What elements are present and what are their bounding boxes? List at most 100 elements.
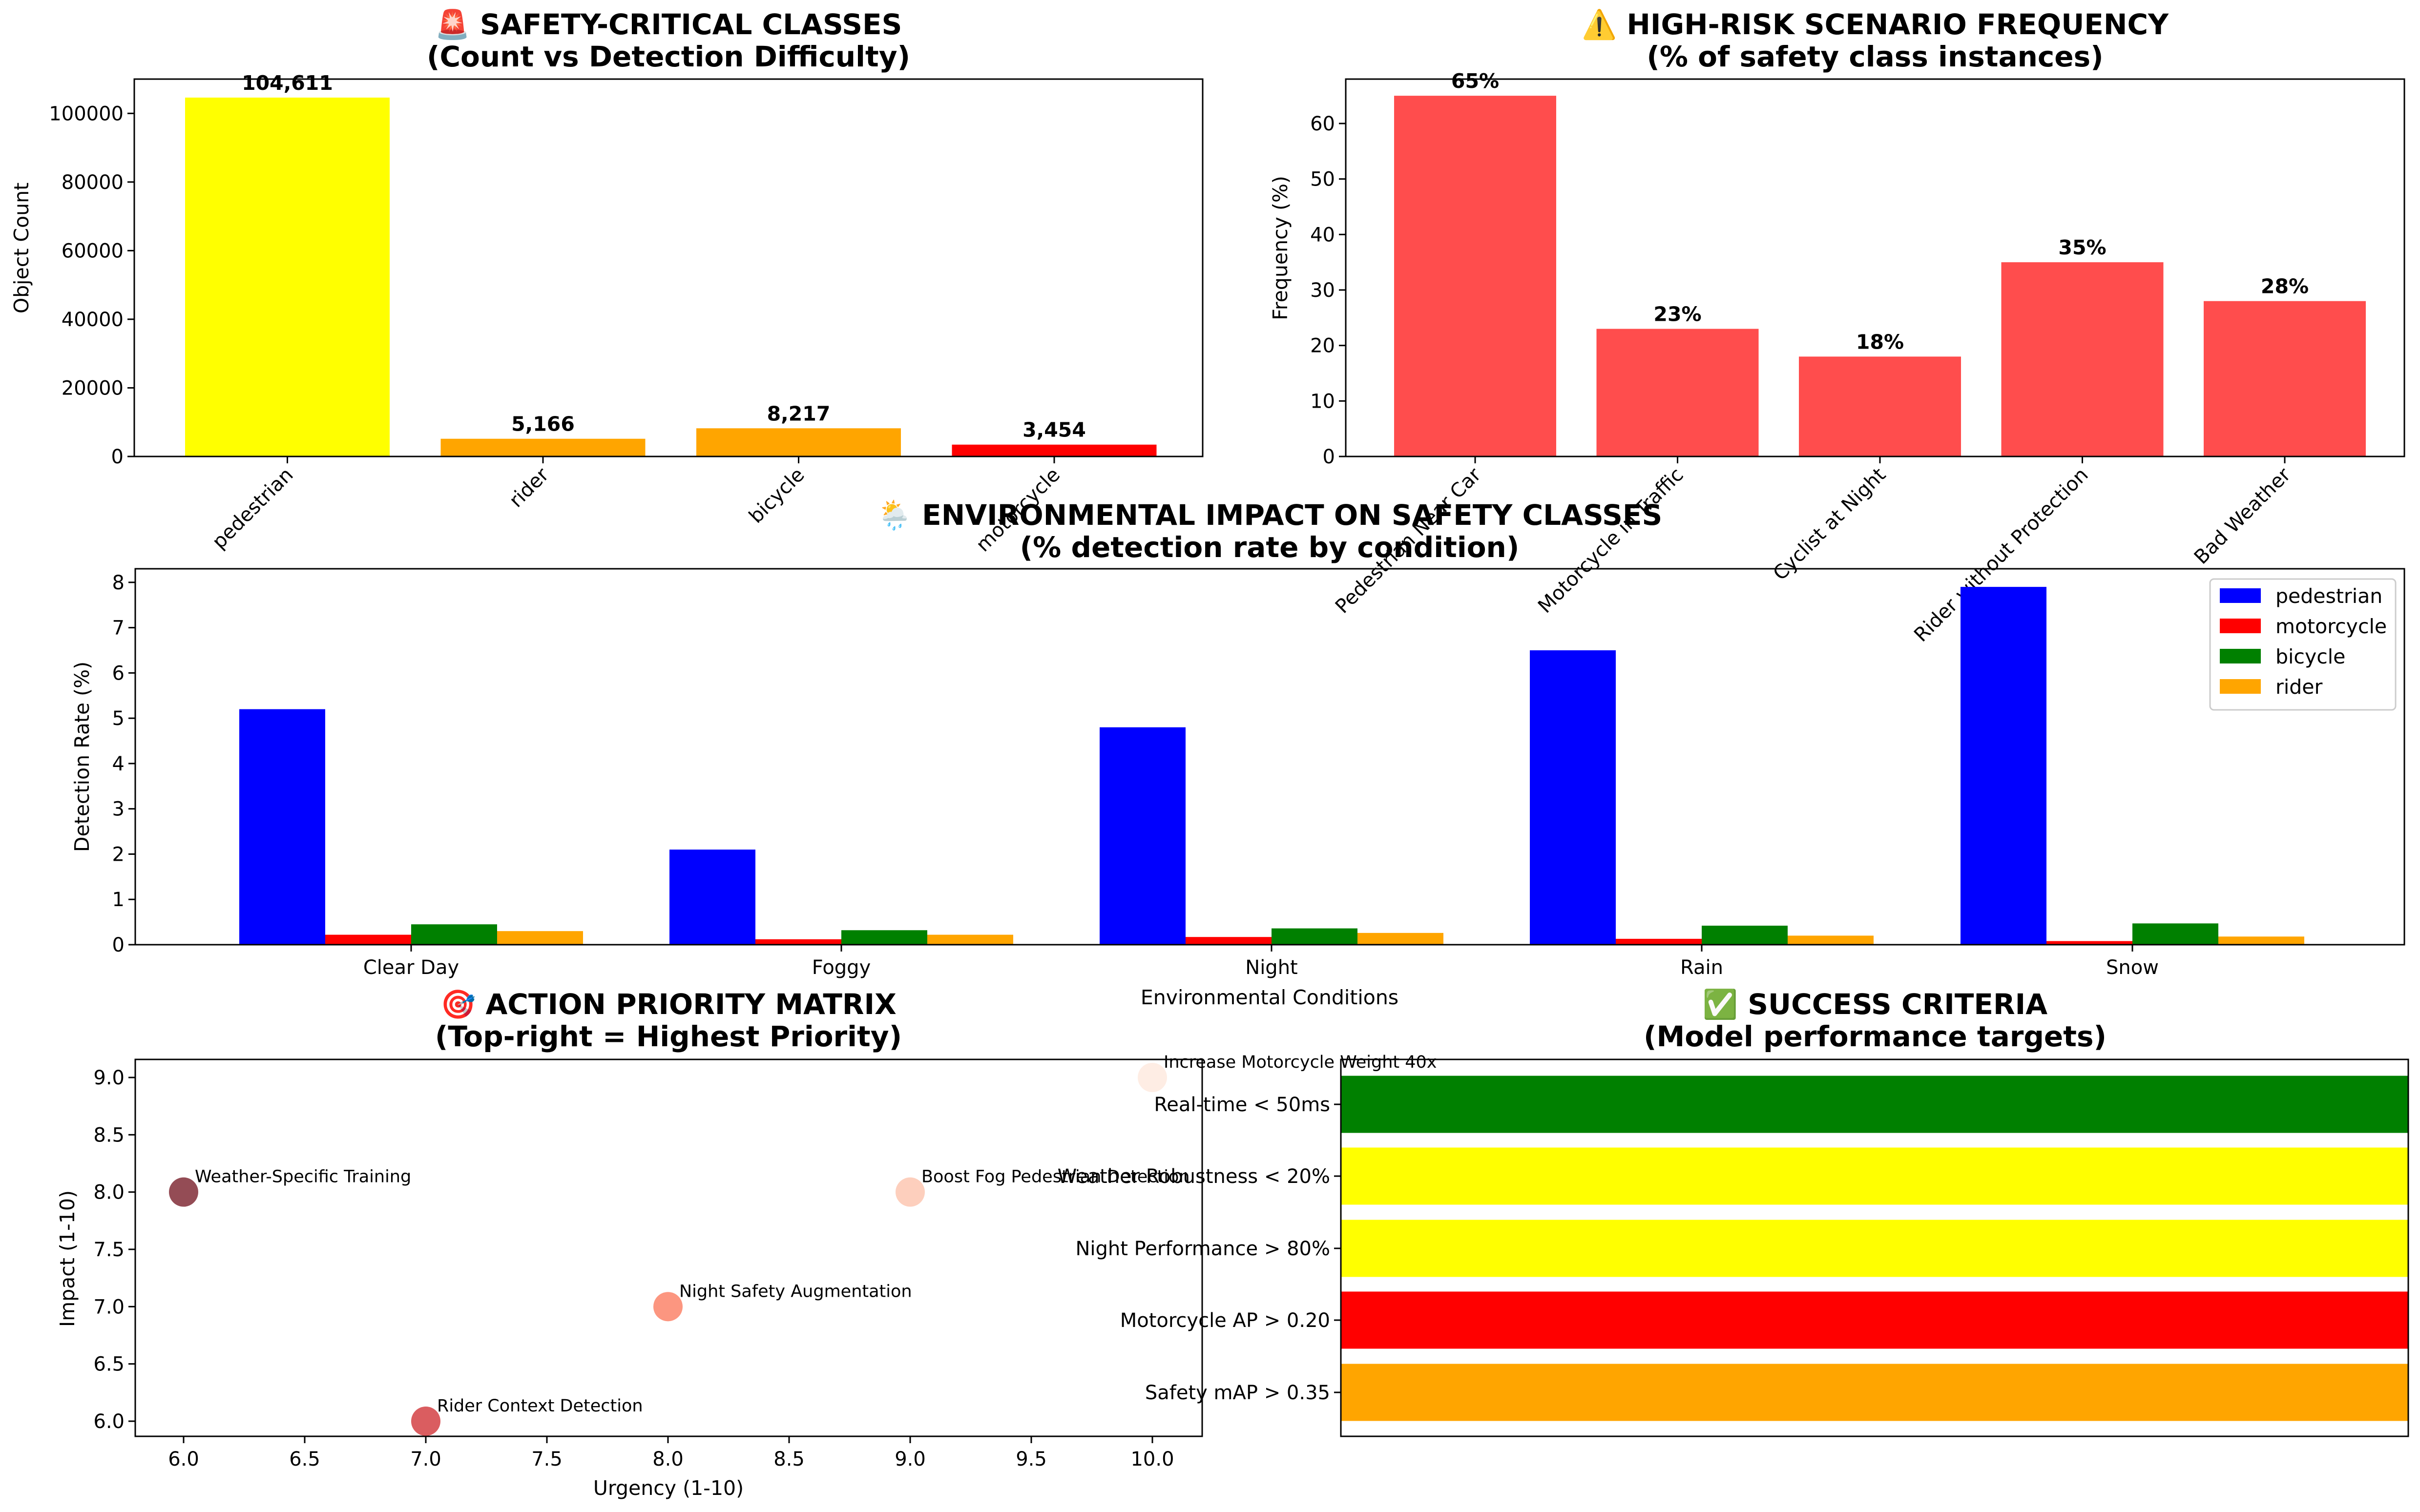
bar-bad-weather [2204, 301, 2366, 456]
legend-box [2209, 578, 2397, 711]
legend-label-bicycle: bicycle [2275, 645, 2345, 668]
y-tick-label: Motorcycle AP > 0.20 [1120, 1309, 1330, 1332]
y-tick-label: 40 [1310, 224, 1335, 246]
bar-pedestrian-clear-day [239, 709, 325, 945]
data-label: 65% [1451, 69, 1499, 93]
bar-pedestrian-rain [1530, 650, 1616, 945]
x-tick-label: 6.0 [168, 1448, 199, 1471]
y-tick-label: 7 [112, 617, 125, 640]
bar-bicycle-foggy [841, 930, 927, 945]
data-label: 3,454 [1022, 418, 1086, 442]
axes-frame [134, 1058, 1203, 1437]
chart-subtitle: (Count vs Detection Difficulty) [427, 40, 910, 73]
data-label: 104,611 [242, 71, 333, 95]
legend: pedestrian motorcycle bicycle rider [2209, 578, 2397, 711]
y-tick-label: 60000 [62, 240, 124, 262]
bar-bicycle-rain [1702, 926, 1788, 945]
bar-bicycle [696, 428, 901, 456]
x-tick-label: Cyclist at Night [1769, 464, 1891, 585]
bar-pedestrian-snow [1961, 587, 2046, 945]
y-tick-label: Real-time < 50ms [1154, 1094, 1330, 1116]
x-tick-label: Bad Weather [2190, 463, 2295, 569]
point-annotation: Weather-Specific Training [195, 1167, 411, 1187]
x-tick-label: 9.5 [1016, 1448, 1047, 1471]
criteria-bar [1341, 1220, 2408, 1277]
bar-rider-snow [2218, 936, 2304, 945]
scatter-point [1138, 1063, 1167, 1092]
y-tick-label: 3 [112, 798, 125, 821]
bar-motorcycle-rain [1616, 938, 1702, 945]
axes-frame [1340, 1058, 2409, 1437]
point-annotation: Boost Fog Pedestrian Detection [921, 1167, 1190, 1187]
y-tick-label: 8 [112, 572, 125, 594]
y-tick-label: 6.0 [93, 1410, 125, 1433]
y-tick-label: 10 [1310, 390, 1335, 413]
bar-motorcycle [952, 444, 1157, 456]
y-axis-label: Object Count [10, 183, 33, 313]
chart-title: 🎯 ACTION PRIORITY MATRIX [440, 988, 897, 1021]
chart-title: 🌦️ ENVIRONMENTAL IMPACT ON SAFETY CLASSE… [877, 498, 1663, 532]
y-tick-label: 2 [112, 843, 125, 866]
legend-label-motorcycle: motorcycle [2275, 615, 2387, 638]
bar-motorcycle-clear-day [325, 934, 411, 945]
data-label: 5,166 [511, 413, 575, 436]
scatter-point [169, 1177, 198, 1207]
environmental-impact-panel: 0 1 2 3 4 5 6 7 8 Clear Day Foggy Night Rain Snow Det… [70, 498, 2405, 1009]
data-label: 8,217 [767, 402, 831, 425]
bar-rider-clear-day [497, 931, 583, 945]
criteria-bar [1341, 1147, 2408, 1205]
y-tick-label: 20000 [62, 377, 124, 399]
data-label: 18% [1856, 330, 1904, 353]
x-tick-label: 8.0 [652, 1448, 684, 1471]
chart-subtitle: (% detection rate by condition) [1020, 531, 1520, 564]
x-axis-label: Urgency (1-10) [593, 1476, 744, 1500]
chart-title: ⚠️ HIGH-RISK SCENARIO FREQUENCY [1582, 8, 2169, 41]
legend-swatch-bicycle [2220, 649, 2261, 663]
x-tick-label: Foggy [812, 956, 871, 979]
chart-title: ✅ SUCCESS CRITERIA [1703, 988, 2047, 1021]
y-tick-label: 6.5 [93, 1353, 125, 1376]
bar-pedestrian-night [1100, 727, 1186, 945]
x-tick-label: 7.5 [531, 1448, 563, 1471]
x-tick-label: 10.0 [1130, 1448, 1174, 1471]
success-criteria-panel: ✅ SUCCESS CRITERIA (Model performance ta… [1058, 988, 2409, 1437]
x-tick-label: rider [505, 463, 553, 512]
x-tick-label: pedestrian [208, 464, 298, 554]
chart-subtitle: (Model performance targets) [1644, 1020, 2107, 1053]
x-tick-label: Snow [2106, 956, 2159, 979]
x-tick-label: Rain [1680, 956, 1723, 979]
bar-rider-night [1357, 932, 1443, 945]
bar-motorcycle-night [1186, 937, 1272, 945]
action-priority-panel: 🎯 ACTION PRIORITY MATRIX (Top-right = Hi… [56, 988, 1437, 1500]
safety-classes-panel: 🚨 SAFETY-CRITICAL CLASSES (Count vs Dete… [10, 8, 1204, 556]
y-tick-label: 50 [1310, 168, 1335, 191]
legend-swatch-rider [2220, 679, 2261, 694]
y-axis-label: Frequency (%) [1269, 176, 1292, 320]
x-tick-label: 7.0 [410, 1448, 441, 1471]
axes-frame [134, 568, 2405, 946]
y-tick-label: 40000 [62, 309, 124, 331]
bar-motorcycle-foggy [755, 939, 841, 945]
y-tick-label: 9.0 [93, 1067, 125, 1089]
point-annotation: Increase Motorcycle Weight 40x [1164, 1053, 1437, 1072]
y-tick-label: 0 [1323, 446, 1335, 468]
y-tick-label: 8.5 [93, 1124, 125, 1146]
legend-swatch-motorcycle [2220, 619, 2261, 633]
scatter-point [653, 1292, 683, 1322]
legend-swatch-pedestrian [2220, 588, 2261, 603]
bar-rider [440, 438, 646, 456]
bar-bicycle-night [1272, 928, 1357, 945]
y-tick-label: Safety mAP > 0.35 [1145, 1382, 1330, 1404]
chart-subtitle: (Top-right = Highest Priority) [435, 1020, 902, 1053]
bar-bicycle-clear-day [411, 924, 497, 945]
chart-title: 🚨 SAFETY-CRITICAL CLASSES [435, 8, 902, 41]
criteria-bar [1341, 1076, 2408, 1133]
bar-rider-foggy [927, 934, 1013, 945]
y-tick-label: 0 [112, 934, 125, 956]
x-tick-label: 8.5 [773, 1448, 805, 1471]
y-tick-label: 1 [112, 889, 125, 911]
y-tick-label: 80000 [62, 171, 124, 194]
bar-motorcycle-snow [2046, 941, 2132, 945]
y-tick-label: 20 [1310, 335, 1335, 357]
y-tick-label: 7.0 [93, 1296, 125, 1318]
